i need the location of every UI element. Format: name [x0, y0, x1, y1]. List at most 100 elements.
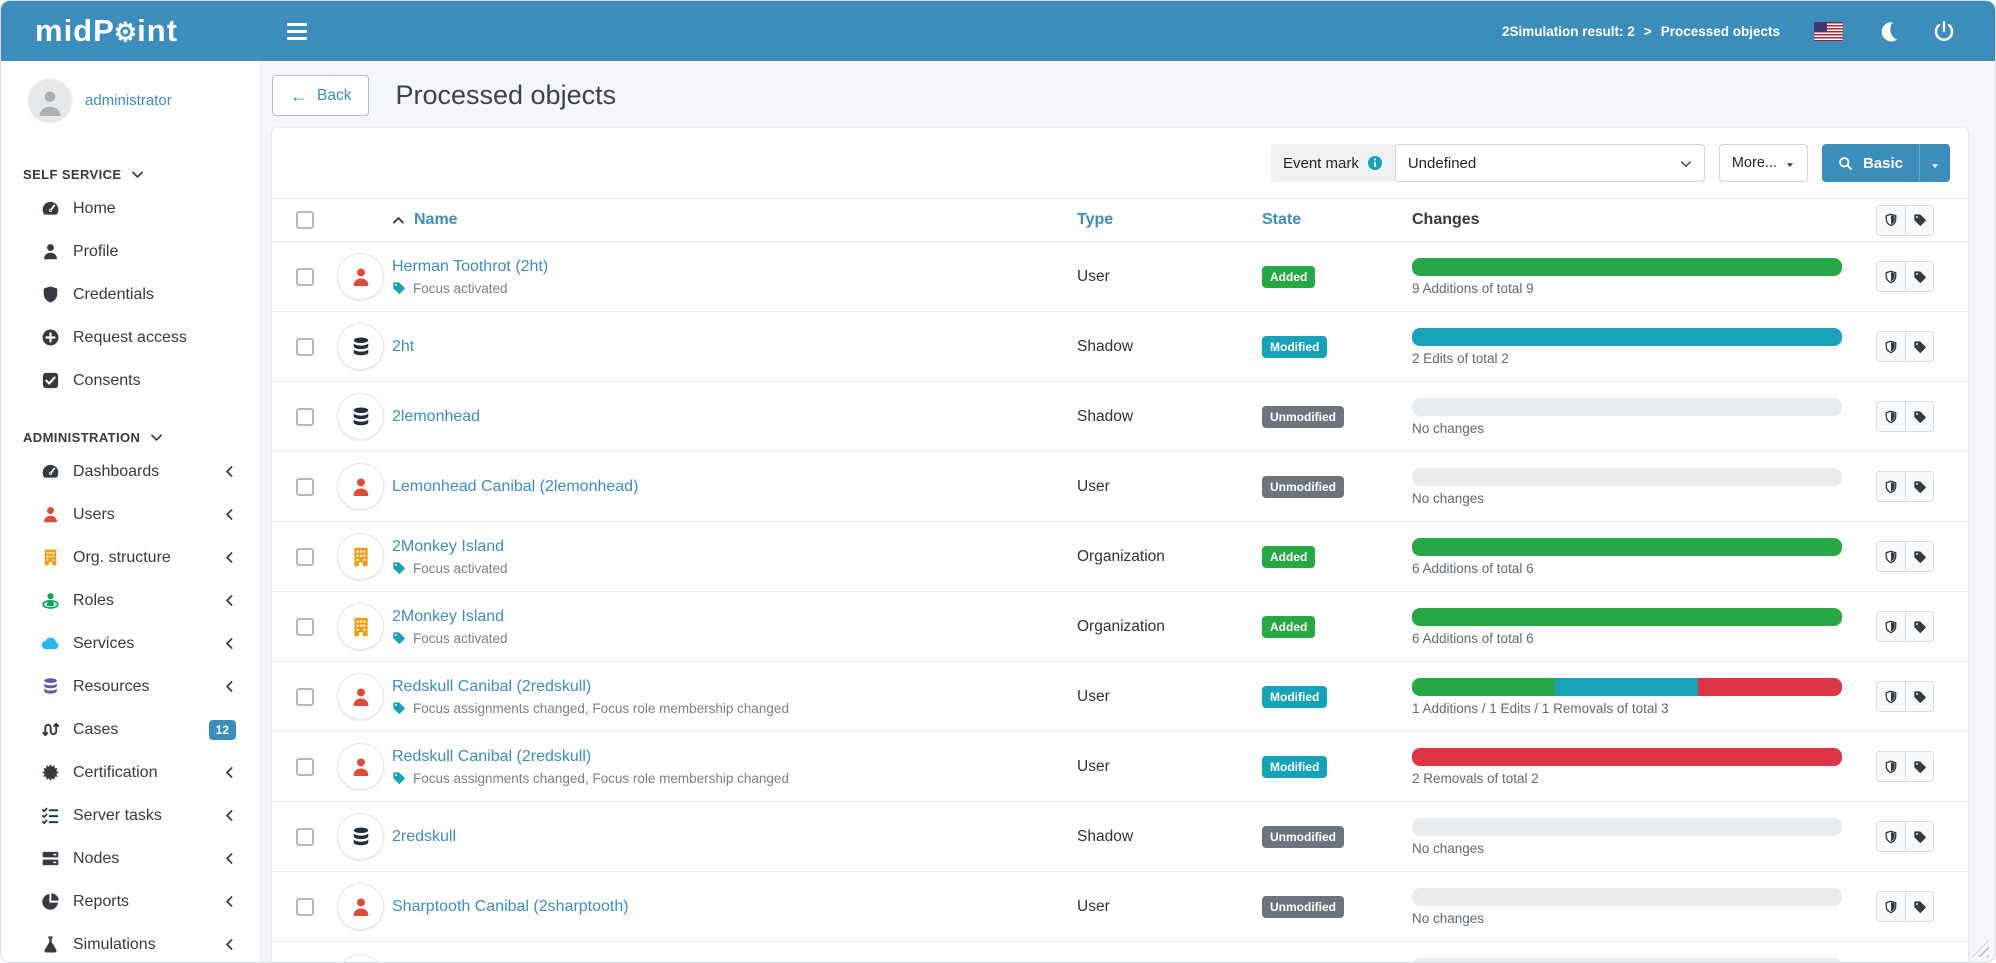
sidebar-item-services[interactable]: Services — [1, 622, 260, 665]
table-row: 2Monkey Island Focus activated Organizat… — [272, 592, 1968, 662]
object-name-link[interactable]: Sharptooth Canibal (2sharptooth) — [392, 897, 629, 915]
sidebar-item-users[interactable]: Users — [1, 493, 260, 536]
back-button[interactable]: ← Back — [272, 75, 370, 116]
object-name-link[interactable]: 2Monkey Island — [392, 537, 505, 555]
more-button[interactable]: More... — [1718, 144, 1808, 182]
tag-icon-button[interactable] — [1905, 822, 1933, 851]
tag-icon-button[interactable] — [1905, 205, 1933, 235]
sidebar-item-request-access[interactable]: Request access — [1, 316, 260, 359]
shield-half-icon-button[interactable] — [1877, 892, 1905, 921]
caret-down-icon — [1930, 158, 1940, 168]
search-icon — [1838, 156, 1853, 171]
object-name-link[interactable]: Herman Toothrot (2ht) — [392, 257, 549, 275]
sidebar-item-consents[interactable]: Consents — [1, 359, 260, 402]
row-checkbox[interactable] — [296, 267, 314, 286]
column-header-state[interactable]: State — [1262, 211, 1302, 228]
shield-half-icon-button[interactable] — [1877, 822, 1905, 851]
row-checkbox[interactable] — [296, 687, 314, 706]
sidebar-item-profile[interactable]: Profile — [1, 230, 260, 273]
dark-mode-moon-icon[interactable] — [1877, 20, 1899, 42]
row-checkbox[interactable] — [296, 757, 314, 776]
row-checkbox[interactable] — [296, 897, 314, 916]
changes-cell: 2 Edits of total 2 — [1412, 327, 1874, 366]
sidebar-item-resources[interactable]: Resources — [1, 665, 260, 708]
sidebar-item-nodes[interactable]: Nodes — [1, 837, 260, 880]
breadcrumb-parent[interactable]: 2Simulation result: 2 — [1502, 23, 1635, 39]
logout-power-icon[interactable] — [1933, 20, 1955, 42]
tag-icon-button[interactable] — [1905, 542, 1933, 571]
shield-half-icon-button[interactable] — [1877, 612, 1905, 641]
shield-half-icon-button[interactable] — [1877, 472, 1905, 501]
user-name-link[interactable]: administrator — [85, 91, 172, 109]
select-all-checkbox[interactable] — [296, 211, 314, 229]
object-name-link[interactable]: Redskull Canibal (2redskull) — [392, 677, 592, 695]
server-icon — [41, 849, 60, 868]
menu-toggle-icon[interactable] — [287, 19, 311, 43]
tag-icon-button[interactable] — [1905, 402, 1933, 431]
back-button-label: Back — [317, 86, 352, 104]
bar-segment — [1412, 327, 1842, 346]
sidebar-item-org-structure[interactable]: Org. structure — [1, 536, 260, 579]
midpoint-logo[interactable]: midP ⚙ int — [1, 13, 261, 49]
sidebar-item-label: Org. structure — [73, 548, 171, 566]
tag-icon-button[interactable] — [1905, 332, 1933, 361]
shield-half-icon-button[interactable] — [1877, 682, 1905, 711]
locale-flag-icon[interactable] — [1814, 21, 1843, 41]
shield-half-icon-button[interactable] — [1877, 402, 1905, 431]
table-row: Sharptooth Canibal (2sharptooth) User Un… — [272, 872, 1968, 942]
sidebar-item-certification[interactable]: Certification — [1, 751, 260, 794]
sidebar-item-server-tasks[interactable]: Server tasks — [1, 794, 260, 837]
tag-icon-button[interactable] — [1905, 752, 1933, 781]
sidebar-item-credentials[interactable]: Credentials — [1, 273, 260, 316]
row-checkbox[interactable] — [296, 827, 314, 846]
seal-icon — [41, 763, 60, 782]
info-icon[interactable] — [1367, 155, 1383, 171]
shield-half-icon-button[interactable] — [1877, 542, 1905, 571]
event-mark-select[interactable]: Undefined — [1394, 144, 1705, 182]
sidebar-item-dashboards[interactable]: Dashboards — [1, 450, 260, 493]
sidebar-item-simulations[interactable]: Simulations — [1, 923, 260, 962]
tag-icon-button[interactable] — [1905, 472, 1933, 501]
object-name-link[interactable]: 2ht — [392, 337, 415, 355]
object-type: User — [1077, 267, 1110, 285]
tag-icon-button[interactable] — [1905, 612, 1933, 641]
sidebar-section-header[interactable]: SELF SERVICE — [1, 161, 260, 187]
sidebar-item-cases[interactable]: Cases 12 — [1, 708, 260, 751]
shield-half-icon-button[interactable] — [1877, 752, 1905, 781]
avatar — [29, 79, 71, 121]
basic-search-button[interactable]: Basic — [1821, 144, 1950, 182]
bar-segment — [1412, 537, 1842, 556]
state-badge: Modified — [1262, 335, 1328, 358]
object-name-link[interactable]: 2redskull — [392, 827, 457, 845]
changes-cell: 6 Additions of total 6 — [1412, 607, 1874, 646]
sidebar-section-header[interactable]: ADMINISTRATION — [1, 424, 260, 450]
tag-icon-button[interactable] — [1905, 262, 1933, 291]
gauge-icon — [41, 199, 60, 218]
changes-bar — [1412, 747, 1842, 766]
row-checkbox[interactable] — [296, 477, 314, 496]
sort-ascending-icon — [392, 214, 405, 227]
row-checkbox[interactable] — [296, 547, 314, 566]
row-checkbox[interactable] — [296, 337, 314, 356]
sidebar-item-label: Credentials — [73, 285, 154, 303]
sidebar-item-reports[interactable]: Reports — [1, 880, 260, 923]
shield-half-icon-button[interactable] — [1877, 332, 1905, 361]
tag-icon — [392, 701, 406, 715]
row-checkbox[interactable] — [296, 407, 314, 426]
column-header-changes: Changes — [1412, 211, 1480, 228]
shield-half-icon-button[interactable] — [1877, 262, 1905, 291]
tag-icon-button[interactable] — [1905, 892, 1933, 921]
search-mode-caret[interactable] — [1919, 144, 1950, 182]
object-name-link[interactable]: Redskull Canibal (2redskull) — [392, 747, 592, 765]
sidebar-item-roles[interactable]: Roles — [1, 579, 260, 622]
object-name-link[interactable]: 2lemonhead — [392, 407, 481, 425]
row-checkbox[interactable] — [296, 617, 314, 636]
object-name-link[interactable]: Lemonhead Canibal (2lemonhead) — [392, 477, 639, 495]
column-header-name[interactable]: Name — [392, 211, 1077, 229]
tag-icon-button[interactable] — [1905, 682, 1933, 711]
sidebar-item-home[interactable]: Home — [1, 187, 260, 230]
shield-half-icon-button[interactable] — [1877, 205, 1905, 235]
column-header-type[interactable]: Type — [1077, 211, 1114, 228]
event-mark-label: Event mark — [1270, 144, 1395, 182]
object-name-link[interactable]: 2Monkey Island — [392, 607, 505, 625]
